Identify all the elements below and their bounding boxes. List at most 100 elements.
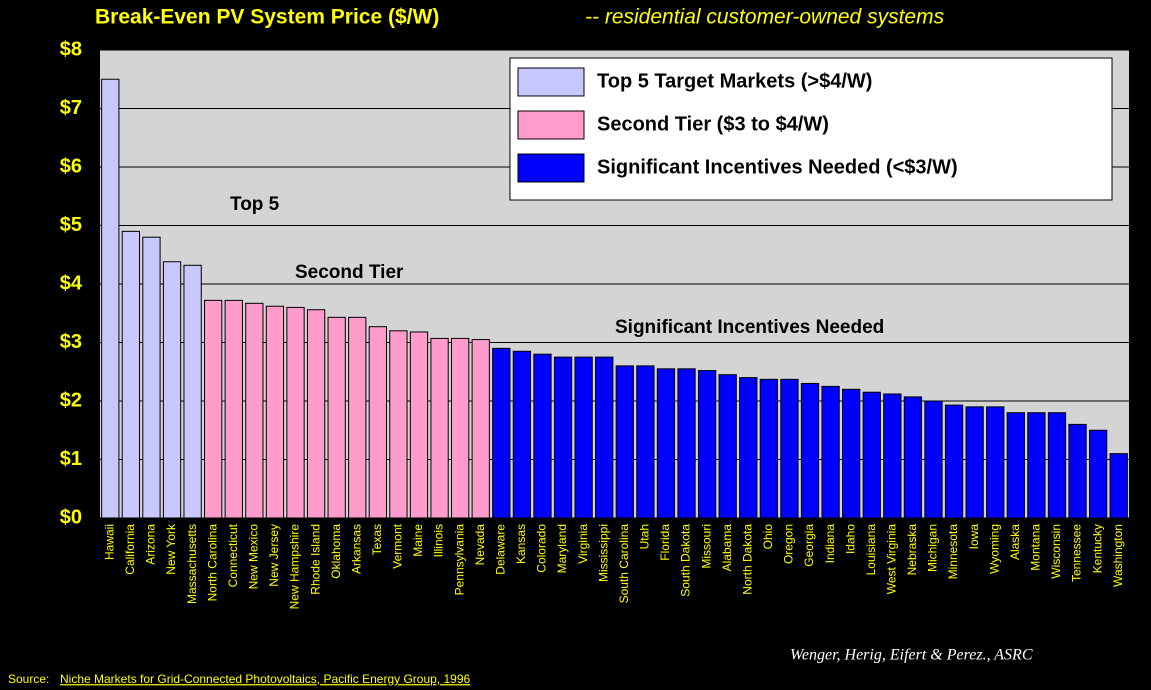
x-tick-label: Florida <box>658 524 672 561</box>
bar <box>204 299 223 519</box>
x-tick-label: Texas <box>370 524 384 555</box>
bar <box>265 305 285 519</box>
x-tick-label: Kansas <box>514 524 528 564</box>
x-tick-label: Iowa <box>967 524 981 550</box>
annotation: Significant Incentives Needed <box>615 317 884 338</box>
bar <box>697 370 717 519</box>
x-tick-label: Minnesota <box>946 524 960 580</box>
x-tick-label: Nevada <box>473 524 487 566</box>
bar <box>862 391 881 519</box>
annotation: Top 5 <box>230 194 280 215</box>
x-tick-label: Hawaii <box>102 524 116 560</box>
legend-swatch <box>517 67 585 97</box>
x-tick-label: Montana <box>1029 524 1043 571</box>
bar <box>656 368 676 519</box>
bar <box>1027 412 1046 519</box>
bar <box>903 396 923 519</box>
x-tick-label: Idaho <box>843 524 857 554</box>
bar <box>162 261 182 519</box>
y-tick-label: $1 <box>60 448 82 470</box>
bar <box>306 309 326 519</box>
x-tick-label: South Carolina <box>617 524 631 604</box>
bar <box>224 299 243 519</box>
bar <box>759 378 778 519</box>
bar <box>245 302 264 519</box>
bar <box>718 374 737 519</box>
x-tick-label: Wisconsin <box>1049 524 1063 579</box>
x-tick-label: California <box>123 524 137 575</box>
x-tick-label: Ohio <box>761 524 775 550</box>
bar <box>451 337 470 519</box>
bar <box>800 382 820 519</box>
bar <box>574 356 593 519</box>
x-axis: Hawaii California Arizona New York Massachus… <box>102 523 1124 609</box>
x-tick-label: Connecticut <box>226 523 240 587</box>
bar <box>1109 453 1128 519</box>
bar <box>636 365 655 519</box>
y-tick-label: $5 <box>60 214 82 236</box>
x-tick-label: New Jersey <box>267 524 281 587</box>
y-tick-label: $0 <box>60 506 82 528</box>
source-label: Source: <box>8 672 49 686</box>
bar <box>389 330 408 519</box>
x-tick-label: Wyoming <box>987 524 1001 574</box>
x-tick-label: Washington <box>1111 524 1125 587</box>
bar <box>944 404 964 519</box>
x-tick-label: Nebraska <box>905 524 919 576</box>
x-tick-label: Oregon <box>782 524 796 564</box>
x-tick-label: North Carolina <box>205 524 219 602</box>
y-tick-label: $8 <box>60 38 82 60</box>
bar <box>1068 423 1087 519</box>
bar <box>368 326 387 519</box>
x-tick-label: Mississippi <box>596 524 610 582</box>
x-tick-label: Arkansas <box>349 524 363 574</box>
x-tick-label: Maine <box>411 524 425 557</box>
bar <box>492 347 511 519</box>
x-tick-label: South Dakota <box>679 524 693 597</box>
bars <box>101 78 1128 519</box>
x-tick-label: Illinois <box>432 524 446 557</box>
bar <box>430 337 449 519</box>
bar <box>121 230 141 519</box>
x-tick-label: Colorado <box>535 524 549 573</box>
bar <box>615 365 634 519</box>
annotation: Second Tier <box>295 262 404 283</box>
x-tick-label: Maryland <box>555 524 569 573</box>
bar <box>677 368 696 519</box>
bar <box>986 406 1005 519</box>
legend-swatch <box>517 153 585 183</box>
bar <box>533 353 552 519</box>
bar <box>348 316 367 519</box>
x-tick-label: Alabama <box>720 524 734 572</box>
x-tick-label: North Dakota <box>740 524 754 595</box>
y-tick-label: $3 <box>60 331 82 353</box>
legend-box <box>509 57 1113 201</box>
x-tick-label: Kentucky <box>1090 524 1104 573</box>
bar <box>101 78 120 519</box>
bar <box>327 316 346 519</box>
y-tick-label: $2 <box>60 389 82 411</box>
chart-subtitle: -- residential customer-owned systems <box>585 6 945 29</box>
bar <box>553 356 573 519</box>
bar <box>595 356 614 519</box>
x-tick-label: New Mexico <box>247 524 261 590</box>
bar <box>1006 412 1025 519</box>
bar <box>842 388 861 519</box>
bar <box>409 331 429 519</box>
x-tick-label: Indiana <box>823 524 837 564</box>
bar <box>471 339 490 519</box>
x-tick-label: Massachusetts <box>185 524 199 604</box>
x-tick-label: Vermont <box>391 523 405 568</box>
x-tick-label: Alaska <box>1008 524 1022 560</box>
bar <box>780 378 799 519</box>
x-tick-label: West Virginia <box>885 524 899 595</box>
x-tick-label: Pennsylvania <box>452 524 466 596</box>
legend-label: Significant Incentives Needed (<$3/W) <box>597 156 958 178</box>
bar <box>739 377 758 519</box>
y-tick-label: $6 <box>60 155 82 177</box>
x-tick-label: Arizona <box>144 524 158 565</box>
source: Niche Markets for Grid-Connected Photovo… <box>60 672 471 686</box>
legend-swatch <box>517 110 585 140</box>
y-tick-label: $4 <box>60 272 83 294</box>
